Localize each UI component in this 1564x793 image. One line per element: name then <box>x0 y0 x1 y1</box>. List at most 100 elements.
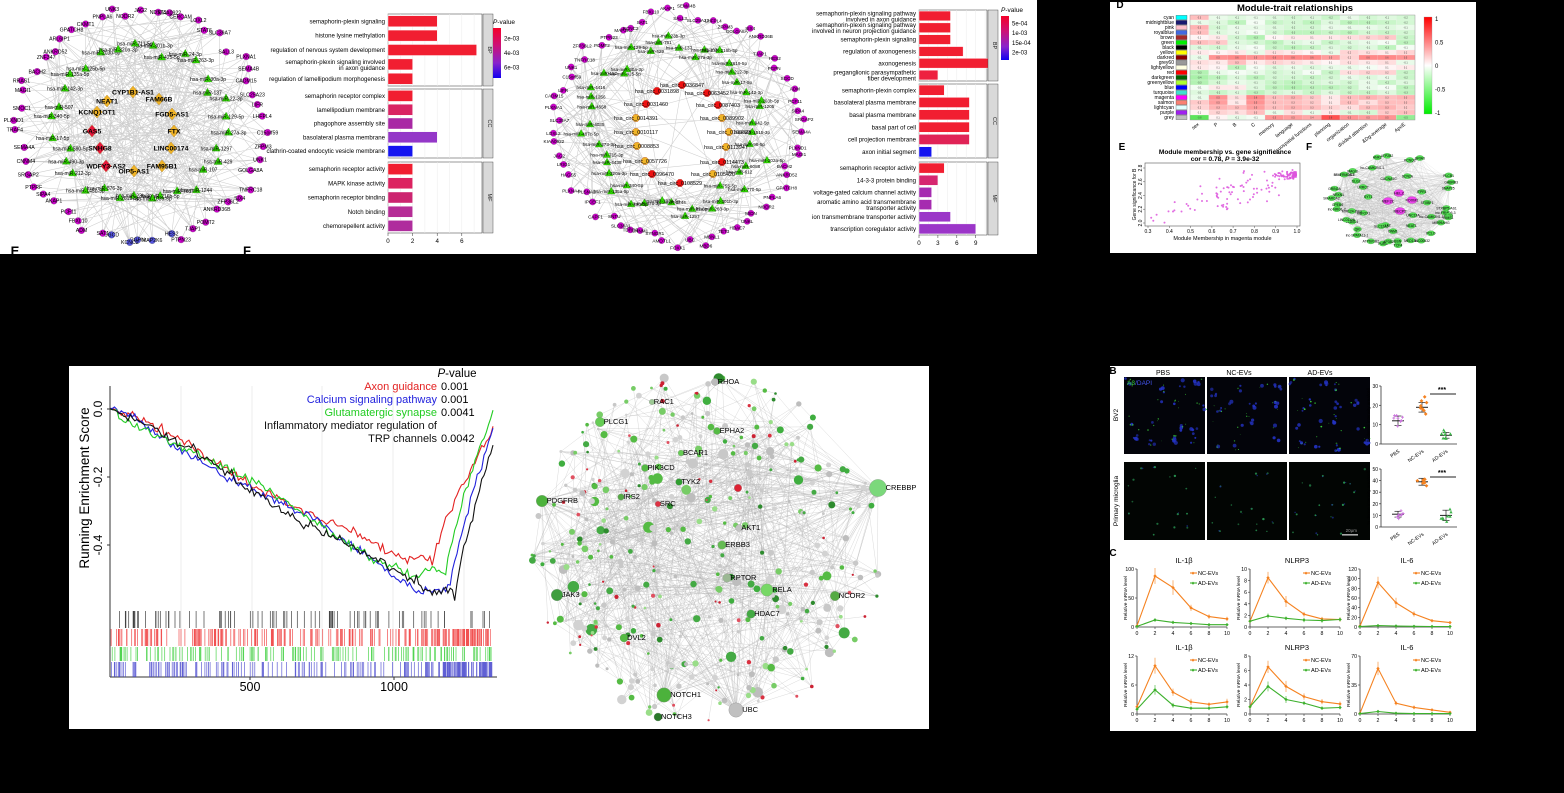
svg-text:-0.1: -0.1 <box>1329 22 1334 25</box>
svg-text:0.2: 0.2 <box>1273 62 1277 65</box>
svg-text:0.1: 0.1 <box>1348 62 1352 65</box>
svg-text:0.1: 0.1 <box>1216 52 1220 55</box>
svg-text:hsa-miR-125b-5p: hsa-miR-125b-5p <box>66 67 105 73</box>
svg-text:0.3: 0.3 <box>1235 107 1239 110</box>
svg-text:CYP1B1-AS1: CYP1B1-AS1 <box>112 89 154 96</box>
svg-text:IL-6: IL-6 <box>1401 643 1414 652</box>
svg-text:regulation of nervous system d: regulation of nervous system development <box>271 47 386 54</box>
svg-text:Relative mRNA level: Relative mRNA level <box>1346 576 1352 620</box>
svg-text:hsa-miR-203b-5p: hsa-miR-203b-5p <box>82 50 121 56</box>
svg-text:-0.1: -0.1 <box>1216 22 1221 25</box>
svg-text:-0.2: -0.2 <box>91 466 105 487</box>
svg-text:0.1: 0.1 <box>1366 62 1370 65</box>
svg-text:blue: blue <box>1165 85 1175 91</box>
svg-text:2: 2 <box>1267 631 1270 637</box>
svg-text:PNPLA6: PNPLA6 <box>93 15 113 21</box>
svg-text:Glutamatergic synapse: Glutamatergic synapse <box>325 407 438 419</box>
svg-text:0: 0 <box>1435 64 1439 70</box>
svg-text:MBNL1: MBNL1 <box>704 235 720 240</box>
svg-text:MIDN: MIDN <box>745 211 757 216</box>
svg-text:UBC: UBC <box>685 237 695 242</box>
svg-text:0.2: 0.2 <box>1198 107 1202 110</box>
svg-text:0.3: 0.3 <box>1291 102 1295 105</box>
svg-text:6: 6 <box>1303 631 1306 637</box>
svg-text:hsa-miR-1244: hsa-miR-1244 <box>657 200 686 205</box>
svg-text:RELA: RELA <box>772 585 792 594</box>
svg-text:-0.2: -0.2 <box>1385 82 1390 85</box>
svg-text:0.1: 0.1 <box>1348 37 1352 40</box>
svg-text:semaphorin receptor complex: semaphorin receptor complex <box>305 93 385 100</box>
svg-text:sex: sex <box>1191 122 1201 132</box>
svg-text:ARL6IP1: ARL6IP1 <box>49 37 70 43</box>
svg-text:4: 4 <box>1172 631 1175 637</box>
svg-text:NC-EVs: NC-EVs <box>1226 370 1252 377</box>
svg-text:-0.2: -0.2 <box>1385 32 1390 35</box>
svg-text:6: 6 <box>1131 683 1134 689</box>
svg-text:10: 10 <box>1372 423 1378 429</box>
svg-text:-0.2: -0.2 <box>1310 27 1315 30</box>
svg-text:Relative mRNA level: Relative mRNA level <box>1123 576 1129 620</box>
svg-text:black: black <box>1162 45 1174 51</box>
svg-text:lnc-FRMD6-3: lnc-FRMD6-3 <box>1435 211 1455 215</box>
svg-text:0.6: 0.6 <box>1366 57 1370 60</box>
svg-text:-0.2: -0.2 <box>1404 77 1409 80</box>
svg-text:-0.3: -0.3 <box>1310 22 1315 25</box>
svg-text:hsa-miR-273-3p: hsa-miR-273-3p <box>583 142 616 147</box>
svg-text:4: 4 <box>1244 683 1247 689</box>
svg-text:FBXL10: FBXL10 <box>69 219 88 225</box>
svg-text:NC-EVs: NC-EVs <box>1198 658 1218 664</box>
svg-text:chemorepellent activity: chemorepellent activity <box>323 223 386 230</box>
svg-text:AD-EVs: AD-EVs <box>1421 668 1441 674</box>
svg-text:0.1: 0.1 <box>1235 52 1239 55</box>
svg-text:AMOTL1: AMOTL1 <box>652 238 671 243</box>
svg-text:LHFPL4: LHFPL4 <box>253 114 272 120</box>
svg-text:EPHA2: EPHA2 <box>720 426 745 435</box>
svg-text:-0.1: -0.1 <box>1347 17 1352 20</box>
svg-text:1e-03: 1e-03 <box>1012 31 1028 37</box>
svg-text:10: 10 <box>1447 631 1453 637</box>
svg-text:Module membership vs. gene sig: Module membership vs. gene significance <box>1159 149 1292 156</box>
svg-text:0.6: 0.6 <box>1208 229 1215 235</box>
svg-text:10: 10 <box>1241 567 1247 573</box>
svg-text:SIPA4: SIPA4 <box>36 192 50 198</box>
svg-text:-0.2: -0.2 <box>1347 92 1352 95</box>
svg-text:hsa-miR-1297: hsa-miR-1297 <box>200 146 232 152</box>
svg-text:-0.2: -0.2 <box>1272 92 1277 95</box>
svg-text:HDAC7: HDAC7 <box>730 225 746 230</box>
svg-text:-0.3: -0.3 <box>1291 82 1296 85</box>
svg-text:STXBP1: STXBP1 <box>1421 201 1434 205</box>
svg-text:-0.2: -0.2 <box>1291 77 1296 80</box>
svg-text:6: 6 <box>955 240 959 247</box>
svg-text:SLC39A7: SLC39A7 <box>209 31 231 37</box>
svg-text:PTPN23: PTPN23 <box>171 237 191 243</box>
svg-text:ANKRD52: ANKRD52 <box>776 173 798 178</box>
svg-text:-0.1: -0.1 <box>1329 67 1334 70</box>
svg-text:-0.2: -0.2 <box>1366 92 1371 95</box>
svg-text:semaphorin receptor activity: semaphorin receptor activity <box>309 166 386 173</box>
svg-text:-0.1: -0.1 <box>1235 117 1240 120</box>
svg-text:hsa_circ_0105420: hsa_circ_0105420 <box>691 172 735 178</box>
svg-text:-0.2: -0.2 <box>1329 42 1334 45</box>
svg-text:12: 12 <box>1128 654 1134 660</box>
svg-text:hsa-miR-425-5p: hsa-miR-425-5p <box>144 55 180 61</box>
svg-text:-0.3: -0.3 <box>1347 32 1352 35</box>
svg-text:8: 8 <box>1208 718 1211 724</box>
svg-text:UNKL: UNKL <box>741 219 754 224</box>
svg-text:hsa_circ_0089902: hsa_circ_0089902 <box>700 116 744 122</box>
svg-text:HDAC7: HDAC7 <box>754 609 779 618</box>
svg-text:midnightblue: midnightblue <box>1146 20 1175 26</box>
svg-text:-0.1: -0.1 <box>1254 72 1259 75</box>
svg-text:ANKRD52: ANKRD52 <box>43 50 67 56</box>
svg-text:AD-EVs: AD-EVs <box>1421 581 1441 587</box>
svg-text:1000: 1000 <box>380 680 408 694</box>
svg-text:0.1: 0.1 <box>1198 37 1202 40</box>
svg-text:0.1: 0.1 <box>1198 112 1202 115</box>
svg-text:0: 0 <box>1244 712 1247 718</box>
svg-text:royalblue: royalblue <box>1154 30 1175 36</box>
svg-text:FGD5-AS1: FGD5-AS1 <box>155 111 189 118</box>
svg-text:RHOA: RHOA <box>718 377 740 386</box>
svg-text:0.1: 0.1 <box>1291 112 1295 115</box>
svg-text:-0.2: -0.2 <box>1404 17 1409 20</box>
svg-text:0.7: 0.7 <box>1230 229 1237 235</box>
svg-text:-0.1: -0.1 <box>1197 87 1202 90</box>
